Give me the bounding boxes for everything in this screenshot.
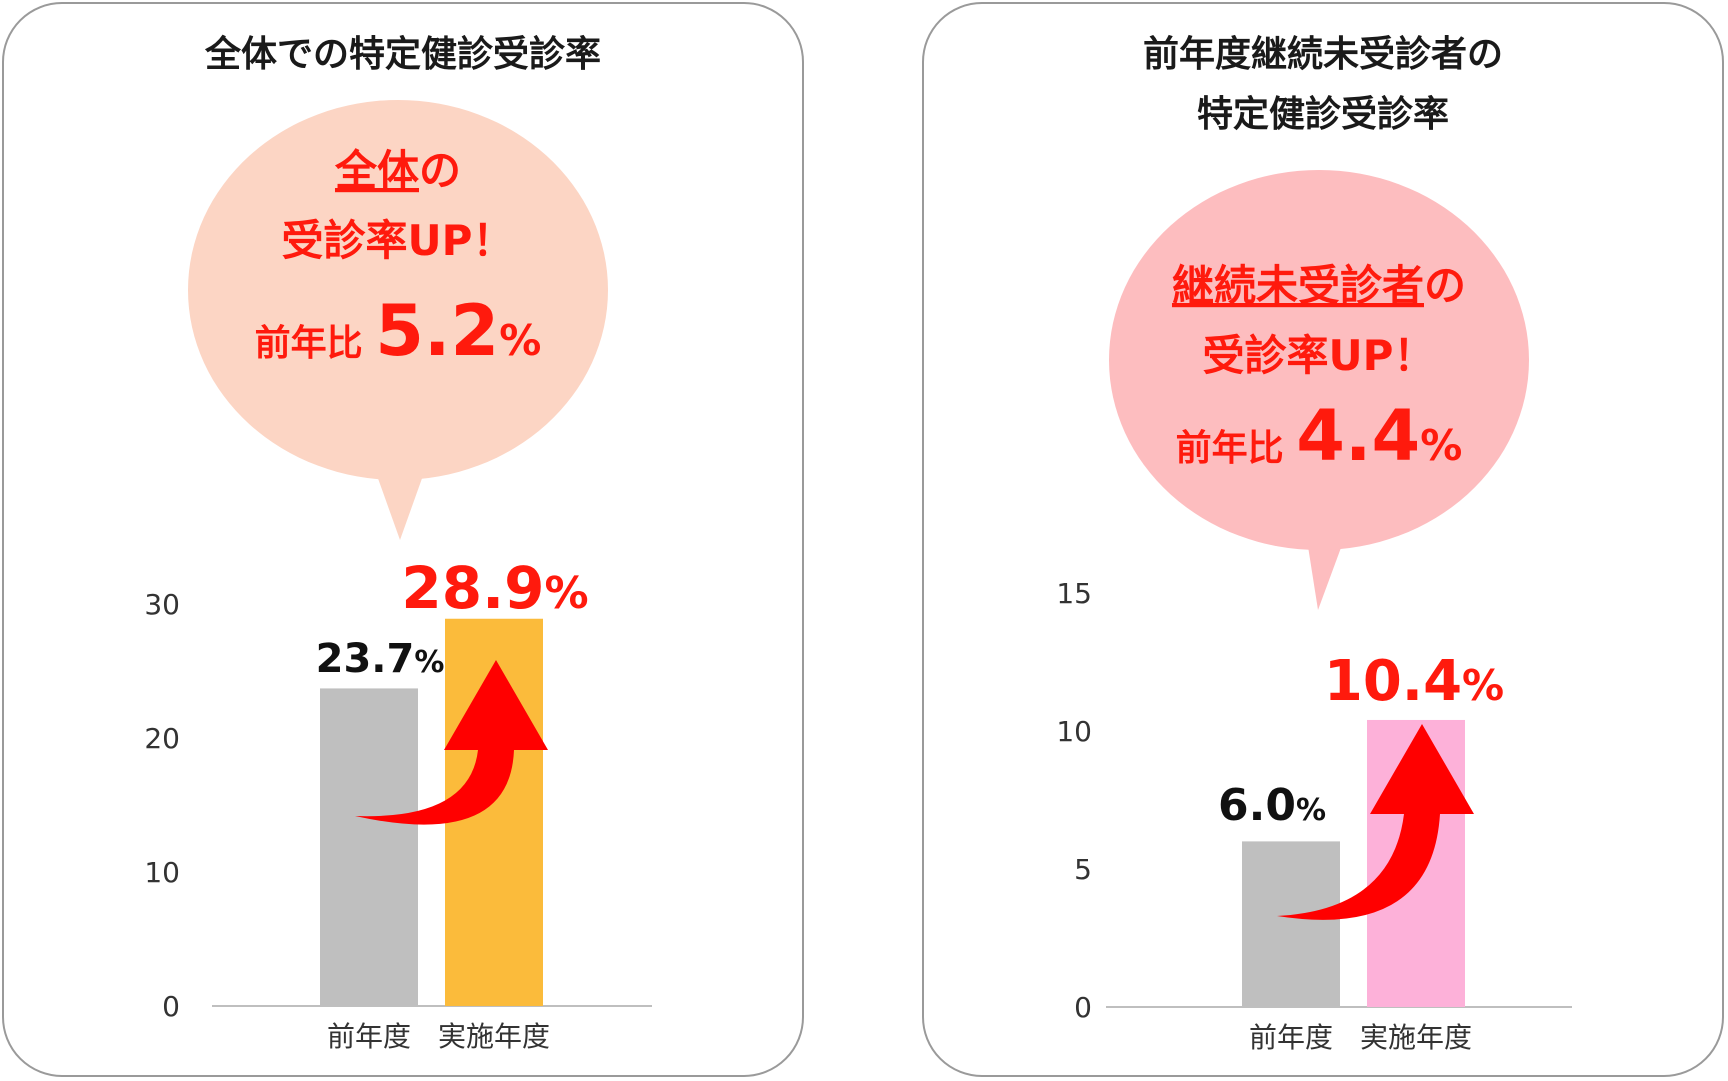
speech-bubble-body [1109, 170, 1529, 550]
bubble-particle: の [1424, 261, 1466, 310]
y-tick-label: 10 [1056, 715, 1092, 748]
bubble-particle: の [419, 146, 461, 195]
bubble-line-3: 前年比 4.4% [1176, 395, 1463, 477]
y-tick-label: 15 [1056, 577, 1092, 610]
x-tick-label: 実施年度 [438, 1020, 550, 1053]
data-label: 28.9% [401, 554, 588, 622]
bubble-yoy-value: 4.4 [1296, 395, 1420, 477]
bubble-underlined-text: 全体 [334, 146, 419, 195]
curved-up-arrow-icon [355, 660, 548, 825]
data-label-unit: % [1462, 661, 1504, 710]
panel-title: 全体での特定健診受診率 [204, 34, 601, 75]
bar-previous-year [1242, 841, 1340, 1007]
x-tick-label: 前年度 [1249, 1021, 1333, 1054]
bubble-yoy-unit: % [499, 316, 541, 365]
y-tick-label: 0 [162, 990, 180, 1023]
bar-previous-year [320, 688, 418, 1006]
y-tick-label: 5 [1074, 853, 1092, 886]
data-label-value: 6.0 [1218, 780, 1296, 831]
bubble-line-3: 前年比 5.2% [255, 290, 542, 372]
speech-bubble-tail [375, 470, 425, 540]
x-tick-label: 前年度 [327, 1020, 411, 1053]
bubble-yoy-unit: % [1420, 421, 1462, 470]
y-tick-label: 0 [1074, 991, 1092, 1024]
x-tick-label: 実施年度 [1360, 1021, 1472, 1054]
data-label-value: 10.4 [1324, 649, 1462, 714]
bubble-line-2: 受診率UP！ [282, 216, 515, 265]
bubble-yoy-value: 5.2 [375, 290, 499, 372]
y-tick-label: 20 [144, 722, 180, 755]
y-tick-label: 10 [144, 856, 180, 889]
data-label: 6.0% [1218, 780, 1326, 831]
curved-up-arrow-icon [1277, 724, 1474, 920]
data-label: 10.4% [1324, 649, 1504, 714]
y-tick-label: 30 [144, 588, 180, 621]
bubble-underlined-text: 継続未受診者 [1172, 261, 1424, 310]
data-label-unit: % [414, 645, 444, 680]
speech-bubble-body [188, 100, 608, 480]
bubble-yoy-prefix: 前年比 [1176, 428, 1297, 469]
bubble-line-1: 全体の [334, 146, 461, 195]
data-label-value: 23.7 [316, 636, 415, 682]
bubble-line-2: 受診率UP！ [1203, 331, 1436, 380]
data-label-unit: % [545, 568, 589, 619]
bubble-yoy-prefix: 前年比 [255, 323, 376, 364]
data-label: 23.7% [316, 636, 445, 682]
panel-title-line1: 前年度継続未受診者の [1142, 34, 1503, 75]
panel-title-line2: 特定健診受診率 [1196, 94, 1449, 135]
bubble-line-1: 継続未受診者の [1172, 261, 1466, 310]
speech-bubble-tail [1307, 540, 1342, 610]
data-label-value: 28.9 [401, 554, 544, 622]
data-label-unit: % [1296, 793, 1326, 828]
